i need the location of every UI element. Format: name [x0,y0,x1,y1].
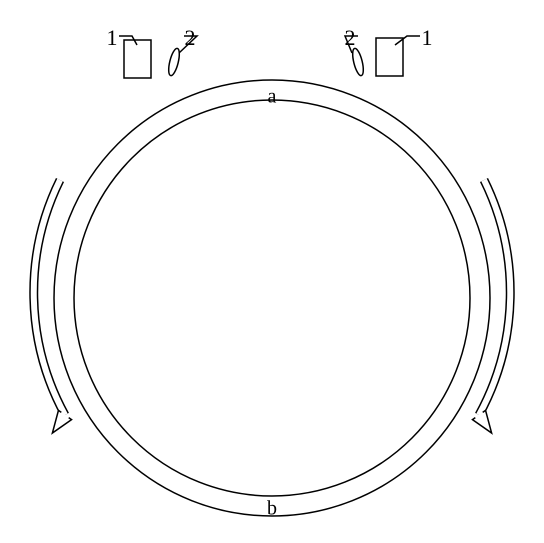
label-right_2: 2 [345,25,356,50]
label-right_1: 1 [422,25,433,50]
diagram-svg: a b 1 2 2 1 [0,0,544,543]
rotation-arrows [34,180,510,433]
labels: a b 1 2 2 1 [107,25,433,520]
ring [54,80,490,516]
arrow-right [472,180,510,433]
label-b: b [267,498,277,520]
leader-lines [119,36,420,53]
label-left_2: 2 [185,25,196,50]
label-left_1: 1 [107,25,118,50]
arrow-left [34,180,72,433]
ellipse-right [351,47,366,76]
box-right [376,38,403,76]
label-a: a [268,86,277,108]
box-left [124,40,151,78]
small-ellipses [167,47,366,76]
